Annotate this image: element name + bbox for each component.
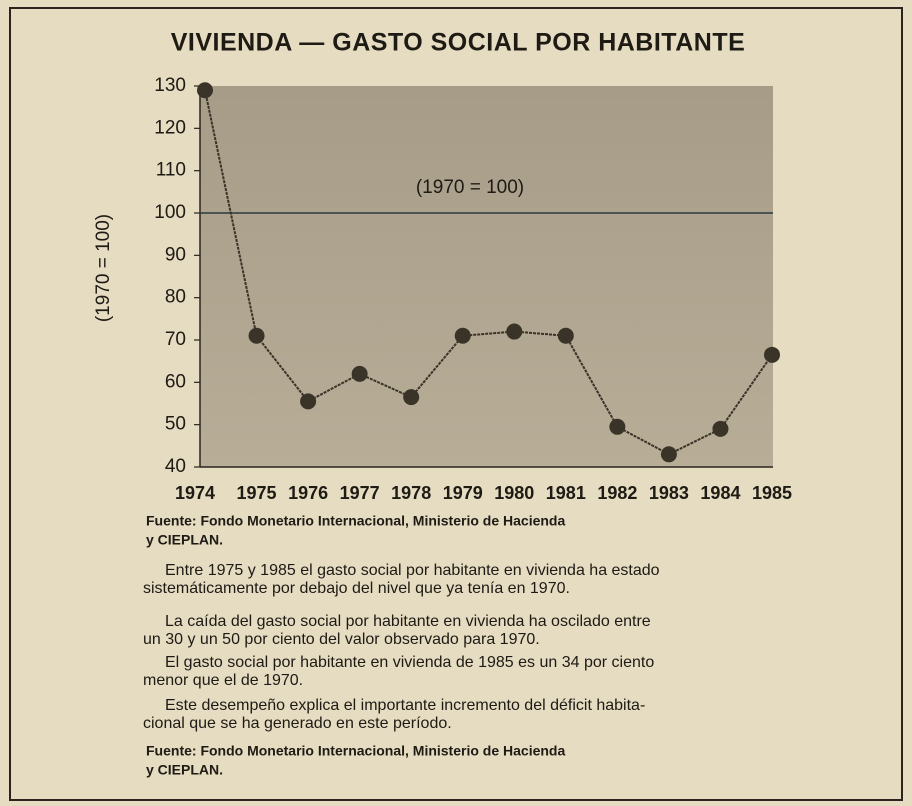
source-note: y CIEPLAN. [146, 532, 223, 548]
reference-label: (1970 = 100) [416, 177, 524, 198]
x-tick-label: 1982 [597, 483, 637, 503]
source-note: y CIEPLAN. [146, 762, 223, 778]
y-tick-label: 50 [165, 414, 186, 435]
chart-title: VIVIENDA — GASTO SOCIAL POR HABITANTE [171, 29, 746, 57]
x-tick-label: 1976 [288, 483, 328, 503]
data-point [506, 323, 523, 340]
data-point [764, 346, 780, 363]
body-text: menor que el de 1970. [143, 672, 303, 689]
y-tick-label: 40 [165, 456, 186, 477]
body-text: Entre 1975 y 1985 el gasto social por ha… [165, 562, 660, 579]
plot-area [200, 86, 773, 467]
x-tick-label: 1985 [752, 483, 792, 503]
body-text: cional que se ha generado en este períod… [143, 715, 452, 732]
data-point [609, 418, 626, 435]
y-tick-label: 60 [165, 371, 186, 392]
data-point [454, 327, 471, 344]
x-tick-label: 1974 [175, 483, 215, 503]
data-point [351, 365, 368, 382]
y-tick-label: 80 [165, 287, 186, 308]
data-point [248, 327, 265, 344]
body-text: un 30 y un 50 por ciento del valor obser… [143, 631, 540, 648]
body-text: Este desempeño explica el importante inc… [165, 697, 645, 714]
x-tick-label: 1981 [546, 483, 586, 503]
x-tick-label: 1977 [340, 483, 380, 503]
source-note: Fuente: Fondo Monetario Internacional, M… [146, 743, 565, 759]
data-point [197, 82, 213, 99]
x-tick-label: 1984 [700, 483, 740, 503]
x-tick-label: 1983 [649, 483, 689, 503]
y-tick-label: 120 [154, 117, 186, 138]
x-tick-label: 1980 [494, 483, 534, 503]
y-tick-label: 90 [165, 244, 186, 265]
body-text: El gasto social por habitante en viviend… [165, 654, 654, 671]
y-tick-label: 100 [154, 202, 186, 223]
data-line [204, 90, 773, 456]
source-note: Fuente: Fondo Monetario Internacional, M… [146, 513, 565, 529]
x-tick-label: 1978 [391, 483, 431, 503]
x-tick-label: 1979 [443, 483, 483, 503]
y-tick-label: 70 [165, 329, 186, 350]
data-point [403, 389, 420, 406]
frame [9, 7, 903, 801]
y-tick-label: 130 [154, 75, 186, 96]
y-axis-label: (1970 = 100) [93, 214, 114, 322]
y-tick-label: 110 [156, 160, 186, 181]
x-tick-label: 1975 [237, 483, 277, 503]
data-point [300, 393, 317, 410]
data-point [712, 420, 729, 437]
data-point [557, 327, 574, 344]
data-point [660, 446, 677, 463]
body-text: La caída del gasto social por habitante … [165, 613, 651, 630]
body-text: sistemáticamente por debajo del nivel qu… [143, 580, 570, 597]
